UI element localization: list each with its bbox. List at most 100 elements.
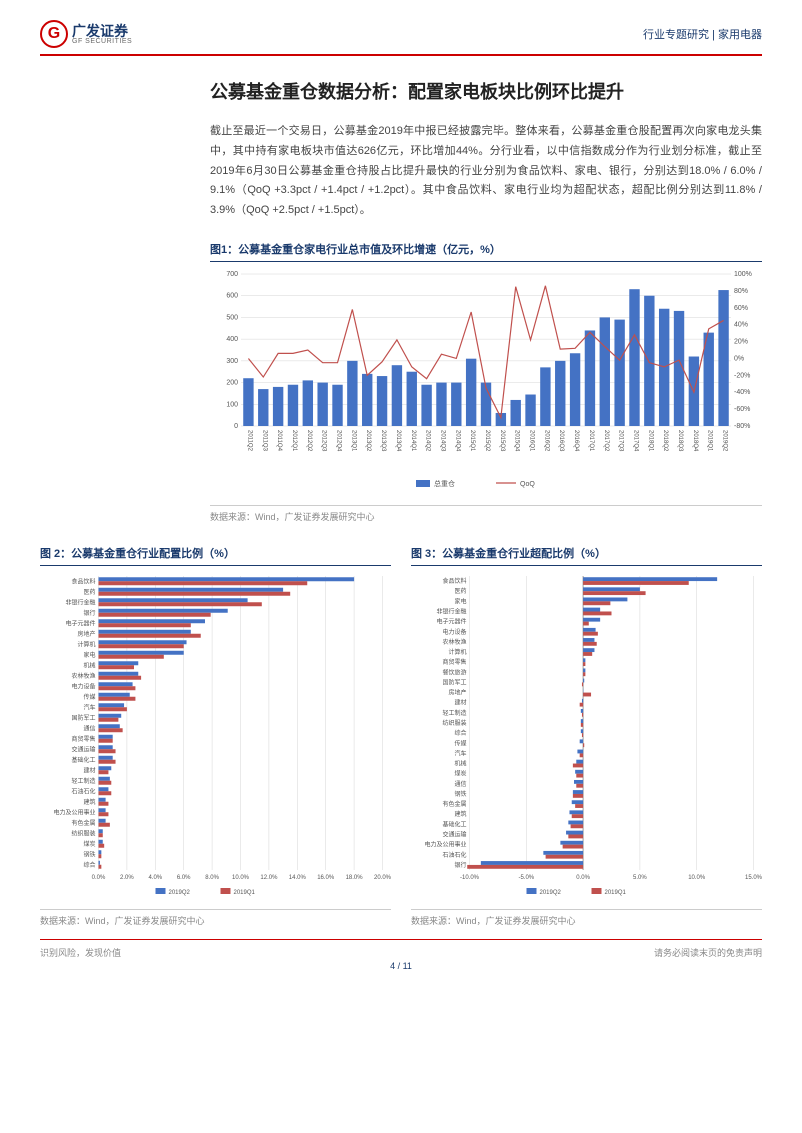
svg-text:房地产: 房地产	[77, 630, 95, 638]
svg-text:2.0%: 2.0%	[120, 875, 134, 881]
svg-text:2017Q2: 2017Q2	[603, 430, 609, 452]
svg-text:医药: 医药	[83, 588, 95, 596]
svg-text:60%: 60%	[734, 305, 748, 312]
svg-text:18.0%: 18.0%	[346, 875, 364, 881]
page-footer: 识别风险，发现价值 请务必阅读末页的免责声明	[40, 939, 762, 959]
svg-text:有色金属: 有色金属	[442, 800, 466, 808]
svg-text:煤炭: 煤炭	[454, 770, 466, 778]
chart1-source: 数据来源：Wind，广发证券发展研究中心	[210, 505, 762, 523]
svg-text:轻工制造: 轻工制造	[71, 777, 95, 785]
page-title: 公募基金重仓数据分析：配置家电板块比例环比提升	[210, 78, 762, 104]
svg-text:电力及公用事业: 电力及公用事业	[53, 808, 95, 816]
page-number: 4 / 11	[40, 961, 762, 971]
svg-text:综合: 综合	[454, 729, 466, 737]
svg-text:建筑: 建筑	[83, 798, 95, 806]
svg-text:食品饮料: 食品饮料	[71, 577, 95, 585]
svg-text:8.0%: 8.0%	[205, 875, 219, 881]
svg-text:2012Q2: 2012Q2	[306, 430, 312, 452]
svg-text:计算机: 计算机	[77, 640, 95, 648]
svg-text:2017Q1: 2017Q1	[588, 430, 594, 452]
svg-text:综合: 综合	[83, 861, 95, 869]
svg-text:2015Q4: 2015Q4	[514, 430, 520, 452]
svg-text:15.0%: 15.0%	[745, 875, 762, 881]
svg-text:2013Q1: 2013Q1	[350, 430, 356, 452]
svg-text:2019Q2: 2019Q2	[722, 430, 728, 452]
svg-text:2012Q4: 2012Q4	[336, 430, 342, 452]
svg-text:2014Q4: 2014Q4	[454, 430, 460, 452]
svg-text:2013Q2: 2013Q2	[365, 430, 371, 452]
page-header: G 广发证券 GF SECURITIES 行业专题研究 | 家用电器	[40, 20, 762, 56]
svg-text:房地产: 房地产	[448, 689, 466, 697]
chart1-container: 图1：公募基金重仓家电行业总市值及环比增速（亿元，%） 010020030040…	[210, 237, 762, 523]
logo-icon: G	[40, 20, 68, 48]
svg-text:2012Q3: 2012Q3	[321, 430, 327, 452]
chart2-hbar: 0.0%2.0%4.0%6.0%8.0%10.0%12.0%14.0%16.0%…	[40, 570, 391, 900]
svg-text:6.0%: 6.0%	[177, 875, 191, 881]
chart2-source: 数据来源：Wind，广发证券发展研究中心	[40, 909, 391, 927]
chart3-source: 数据来源：Wind，广发证券发展研究中心	[411, 909, 762, 927]
svg-text:纺织服装: 纺织服装	[71, 829, 95, 837]
svg-text:QoQ: QoQ	[520, 481, 535, 488]
svg-text:通信: 通信	[83, 724, 95, 732]
svg-text:700: 700	[226, 271, 238, 278]
svg-text:煤炭: 煤炭	[83, 840, 95, 848]
svg-text:电子元器件: 电子元器件	[436, 618, 466, 626]
svg-text:钢铁: 钢铁	[454, 790, 466, 798]
svg-text:2018Q4: 2018Q4	[692, 430, 698, 452]
svg-text:2014Q1: 2014Q1	[410, 430, 416, 452]
chart2-title: 图 2：公募基金重仓行业配置比例（%）	[40, 541, 391, 566]
svg-text:家电: 家电	[454, 597, 466, 605]
svg-text:2013Q4: 2013Q4	[395, 430, 401, 452]
svg-text:非银行金融: 非银行金融	[436, 607, 466, 615]
svg-text:基础化工: 基础化工	[442, 820, 466, 828]
chart3-hbar: -10.0%-5.0%0.0%5.0%10.0%15.0%食品饮料医药家电非银行…	[411, 570, 762, 900]
svg-text:计算机: 计算机	[448, 648, 466, 656]
svg-text:600: 600	[226, 293, 238, 300]
footer-right: 请务必阅读末页的免责声明	[654, 946, 762, 959]
svg-text:0%: 0%	[734, 355, 744, 362]
footer-left: 识别风险，发现价值	[40, 946, 121, 959]
svg-text:40%: 40%	[734, 322, 748, 329]
svg-text:2015Q2: 2015Q2	[484, 430, 490, 452]
svg-text:汽车: 汽车	[83, 703, 95, 711]
logo: G 广发证券 GF SECURITIES	[40, 20, 132, 48]
svg-text:20%: 20%	[734, 339, 748, 346]
svg-text:2019Q2: 2019Q2	[169, 890, 191, 896]
svg-text:-60%: -60%	[734, 406, 750, 413]
svg-text:400: 400	[226, 336, 238, 343]
svg-text:500: 500	[226, 314, 238, 321]
body-paragraph: 截止至最近一个交易日，公募基金2019年中报已经披露完毕。整体来看，公募基金重仓…	[210, 122, 762, 221]
svg-text:14.0%: 14.0%	[289, 875, 307, 881]
svg-text:-80%: -80%	[734, 423, 750, 430]
svg-text:家电: 家电	[83, 651, 95, 659]
svg-text:300: 300	[226, 358, 238, 365]
svg-text:传媒: 传媒	[454, 739, 466, 747]
svg-text:2013Q3: 2013Q3	[380, 430, 386, 452]
company-name-en: GF SECURITIES	[72, 38, 132, 45]
svg-text:2017Q4: 2017Q4	[632, 430, 638, 452]
chart3-title: 图 3：公募基金重仓行业超配比例（%）	[411, 541, 762, 566]
svg-text:食品饮料: 食品饮料	[442, 577, 466, 585]
svg-text:2015Q3: 2015Q3	[499, 430, 505, 452]
svg-text:2018Q2: 2018Q2	[662, 430, 668, 452]
svg-text:石油石化: 石油石化	[442, 851, 466, 859]
svg-text:机械: 机械	[454, 760, 466, 768]
svg-text:2016Q4: 2016Q4	[573, 430, 579, 452]
svg-text:国防军工: 国防军工	[71, 714, 95, 722]
svg-text:200: 200	[226, 380, 238, 387]
svg-text:2018Q1: 2018Q1	[647, 430, 653, 452]
svg-text:2011Q2: 2011Q2	[246, 430, 252, 452]
svg-text:0: 0	[234, 423, 238, 430]
svg-text:电力设备: 电力设备	[442, 628, 466, 636]
svg-text:电力设备: 电力设备	[71, 682, 95, 690]
chart3-container: 图 3：公募基金重仓行业超配比例（%） -10.0%-5.0%0.0%5.0%1…	[411, 541, 762, 927]
svg-text:2015Q1: 2015Q1	[469, 430, 475, 452]
svg-text:-20%: -20%	[734, 372, 750, 379]
svg-text:2011Q3: 2011Q3	[261, 430, 267, 452]
svg-text:传媒: 传媒	[83, 693, 95, 701]
svg-text:10.0%: 10.0%	[232, 875, 250, 881]
svg-text:4.0%: 4.0%	[148, 875, 162, 881]
svg-text:-5.0%: -5.0%	[518, 875, 534, 881]
svg-text:商贸零售: 商贸零售	[442, 658, 466, 666]
svg-text:0.0%: 0.0%	[92, 875, 106, 881]
